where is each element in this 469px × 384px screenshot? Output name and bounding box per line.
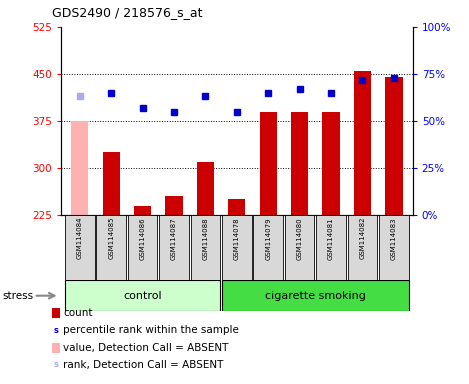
- Text: GDS2490 / 218576_s_at: GDS2490 / 218576_s_at: [52, 6, 202, 19]
- Bar: [197, 162, 214, 215]
- Bar: [222, 280, 408, 311]
- Bar: [222, 215, 251, 280]
- Text: GSM114087: GSM114087: [171, 217, 177, 260]
- Bar: [260, 112, 277, 215]
- Bar: [228, 199, 245, 215]
- Bar: [322, 112, 340, 215]
- Bar: [291, 112, 308, 215]
- Bar: [71, 121, 89, 215]
- Text: GSM114078: GSM114078: [234, 217, 240, 260]
- Bar: [65, 280, 220, 311]
- Text: GSM114085: GSM114085: [108, 217, 114, 260]
- Bar: [191, 215, 220, 280]
- Bar: [285, 215, 314, 280]
- Text: rank, Detection Call = ABSENT: rank, Detection Call = ABSENT: [63, 360, 224, 370]
- Bar: [354, 71, 371, 215]
- Bar: [128, 215, 158, 280]
- Text: GSM114084: GSM114084: [77, 217, 83, 260]
- Bar: [166, 196, 182, 215]
- Bar: [385, 77, 402, 215]
- Text: stress: stress: [2, 291, 33, 301]
- Text: GSM114081: GSM114081: [328, 217, 334, 260]
- Bar: [348, 215, 377, 280]
- Text: s: s: [53, 360, 58, 369]
- Bar: [134, 206, 151, 215]
- Text: s: s: [53, 326, 58, 335]
- Text: count: count: [63, 308, 93, 318]
- Text: cigarette smoking: cigarette smoking: [265, 291, 366, 301]
- Bar: [97, 215, 126, 280]
- Text: GSM114080: GSM114080: [297, 217, 303, 260]
- Text: GSM114082: GSM114082: [359, 217, 365, 260]
- Bar: [379, 215, 408, 280]
- Text: GSM114083: GSM114083: [391, 217, 397, 260]
- Bar: [253, 215, 283, 280]
- Text: GSM114088: GSM114088: [203, 217, 208, 260]
- Text: GSM114086: GSM114086: [140, 217, 146, 260]
- Text: GSM114079: GSM114079: [265, 217, 271, 260]
- Text: control: control: [123, 291, 162, 301]
- Text: value, Detection Call = ABSENT: value, Detection Call = ABSENT: [63, 343, 229, 353]
- Bar: [103, 152, 120, 215]
- Bar: [65, 215, 95, 280]
- Bar: [316, 215, 346, 280]
- Bar: [159, 215, 189, 280]
- Text: percentile rank within the sample: percentile rank within the sample: [63, 325, 239, 335]
